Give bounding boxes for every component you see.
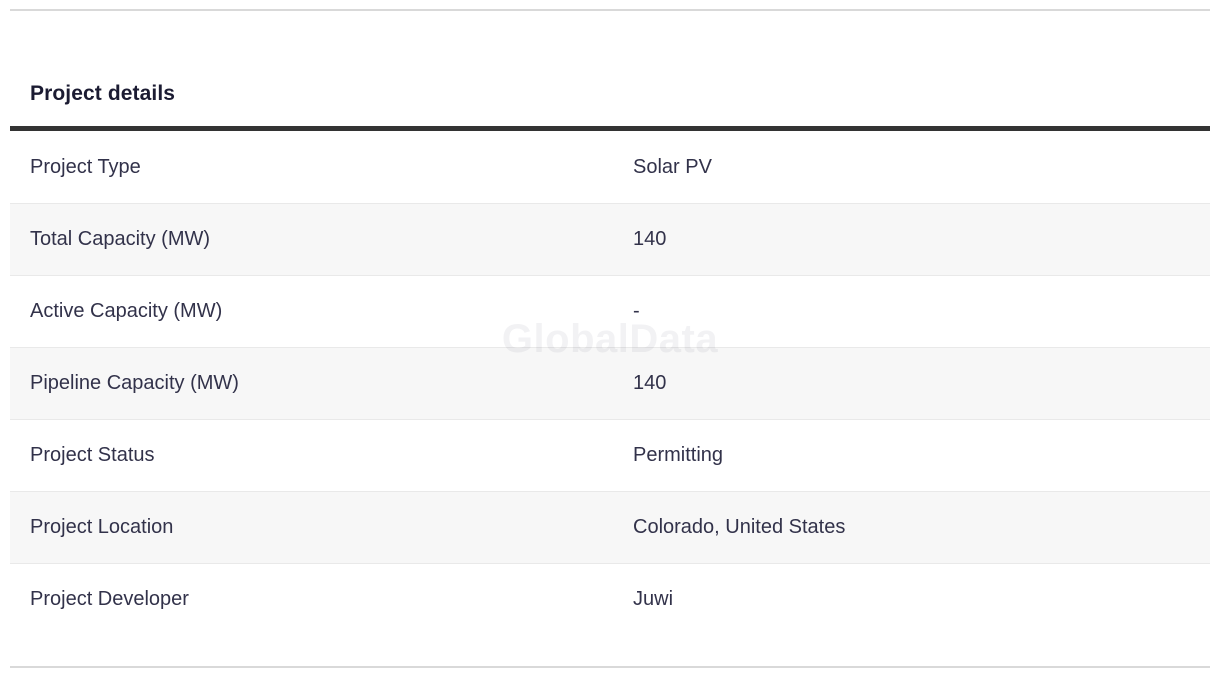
row-label: Project Status bbox=[30, 444, 155, 466]
row-label: Project Developer bbox=[30, 588, 189, 610]
row-value: Solar PV bbox=[633, 155, 712, 178]
row-label: Total Capacity (MW) bbox=[30, 228, 211, 250]
project-details-table: Project Type Solar PV Total Capacity (MW… bbox=[10, 131, 1210, 635]
row-value: Juwi bbox=[633, 588, 674, 610]
row-value: 140 bbox=[633, 372, 667, 394]
table-row: Active Capacity (MW) - bbox=[10, 275, 1210, 347]
row-label: Pipeline Capacity (MW) bbox=[30, 372, 239, 394]
page-title: Project details bbox=[30, 82, 176, 105]
table-row: Project Status Permitting bbox=[10, 419, 1210, 491]
table-row: Total Capacity (MW) 140 bbox=[10, 203, 1210, 275]
table-header-rule bbox=[10, 126, 1210, 131]
table-row: Project Developer Juwi bbox=[10, 563, 1210, 635]
table-row: Project Location Colorado, United States bbox=[10, 491, 1210, 563]
bottom-divider bbox=[10, 666, 1210, 668]
row-value: 140 bbox=[633, 228, 667, 250]
row-value: Colorado, United States bbox=[633, 516, 846, 538]
table-row: Pipeline Capacity (MW) 140 bbox=[10, 347, 1210, 419]
table-row: Project Type Solar PV bbox=[10, 131, 1210, 203]
page-container: Project details Project Type Solar PV To… bbox=[10, 9, 1210, 668]
row-value: - bbox=[633, 300, 640, 322]
row-label: Project Location bbox=[30, 516, 174, 538]
top-divider bbox=[10, 9, 1210, 11]
row-label: Active Capacity (MW) bbox=[30, 300, 223, 322]
row-value: Permitting bbox=[633, 444, 724, 466]
row-label: Project Type bbox=[30, 155, 141, 178]
